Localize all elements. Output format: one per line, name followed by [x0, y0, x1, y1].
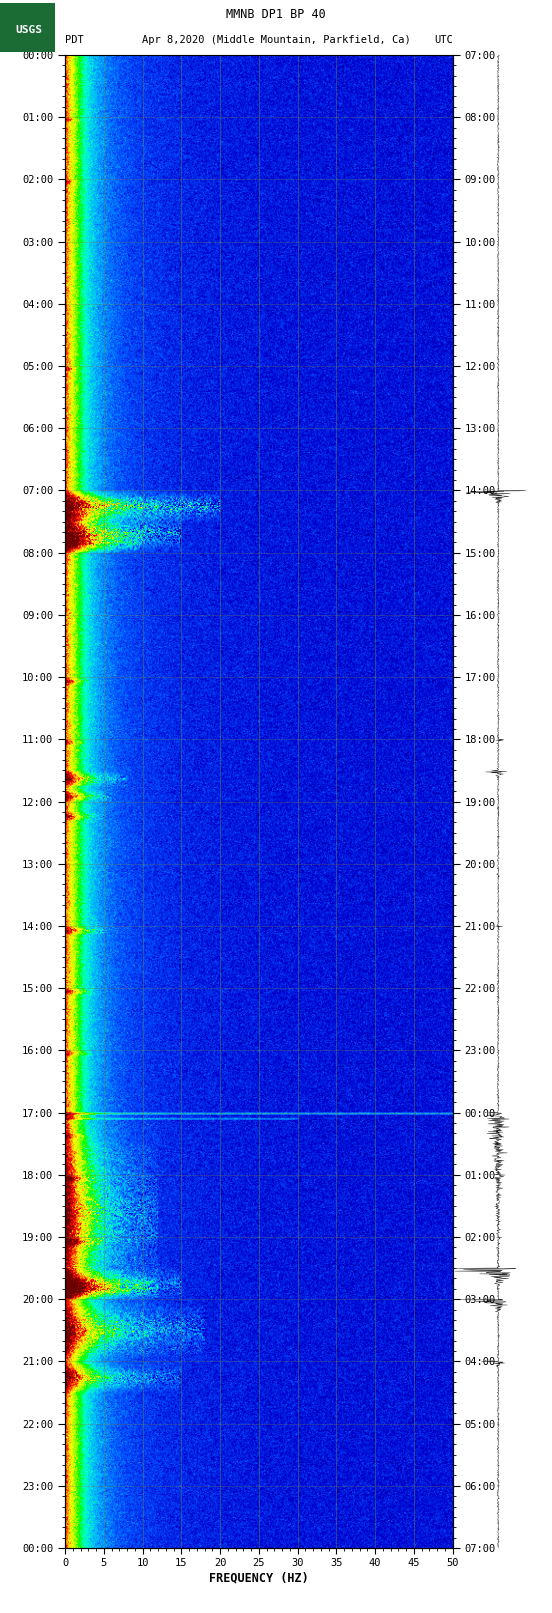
Text: USGS: USGS: [15, 24, 42, 35]
Text: MMNB DP1 BP 40: MMNB DP1 BP 40: [226, 8, 326, 21]
Text: Apr 8,2020 (Middle Mountain, Parkfield, Ca): Apr 8,2020 (Middle Mountain, Parkfield, …: [142, 35, 410, 45]
Text: UTC: UTC: [434, 35, 453, 45]
X-axis label: FREQUENCY (HZ): FREQUENCY (HZ): [209, 1571, 309, 1584]
Text: PDT: PDT: [65, 35, 84, 45]
